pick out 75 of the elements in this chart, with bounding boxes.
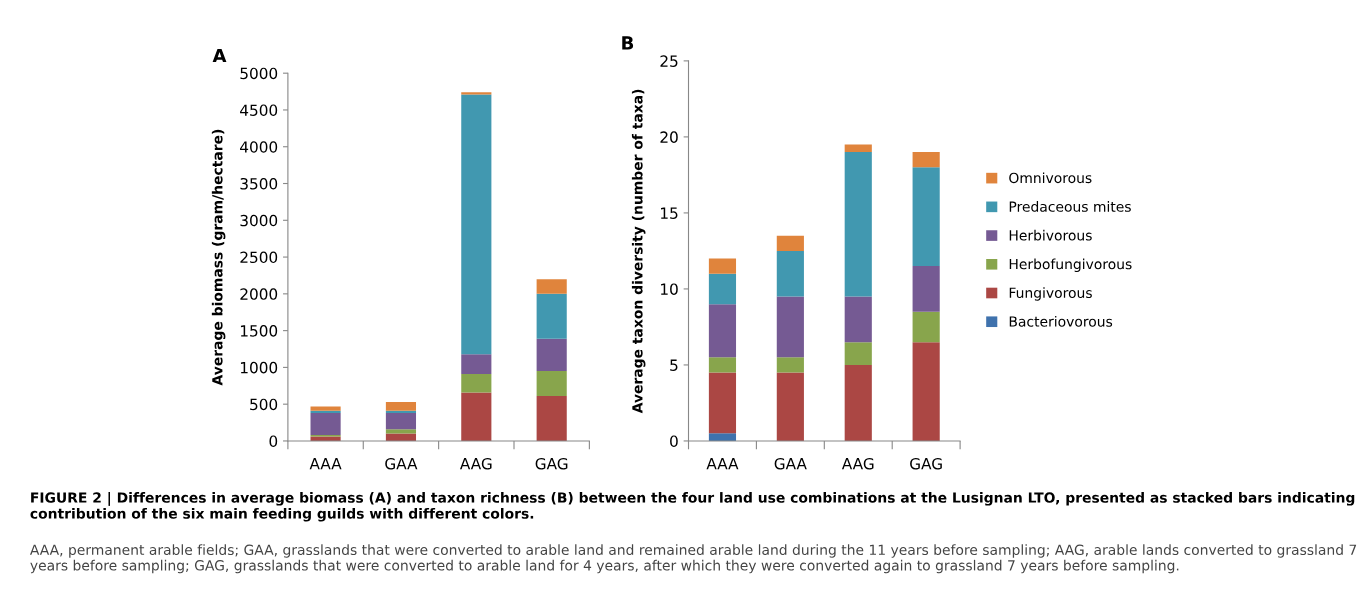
y-tick-label: 500 (250, 398, 278, 411)
bar (912, 167, 940, 267)
y-tick-label: 1000 (240, 361, 278, 374)
bar (844, 364, 872, 441)
y-tick-label: 4500 (240, 104, 278, 116)
y-tick-label: 5000 (240, 67, 278, 80)
bar (912, 152, 940, 168)
bar (310, 406, 341, 411)
y-tick-label: 4000 (240, 141, 278, 153)
x-tick-label: GAA (385, 457, 418, 470)
bar (536, 293, 567, 339)
bar (708, 304, 737, 358)
x-tick-label: GAG (910, 457, 942, 470)
bar (844, 152, 872, 297)
chart-title: A (212, 48, 227, 63)
x-tick-label: AAA (309, 458, 342, 470)
bar (776, 250, 804, 297)
y-axis-title: Average biomass (gram/hectare) (211, 129, 226, 386)
bar (536, 279, 567, 294)
y-tick-label: 10 (661, 283, 678, 295)
bar (461, 392, 492, 441)
y-tick-label: 1500 (240, 325, 278, 337)
bar (536, 396, 567, 441)
bar (912, 342, 940, 441)
legend-label: Bacteriovorous (1009, 316, 1113, 327)
legend-label: Herbofungivorous (1009, 258, 1132, 272)
y-tick-label: 5 (670, 359, 678, 371)
bar (912, 266, 940, 312)
bar (708, 258, 737, 274)
bar (776, 357, 804, 373)
legend-label: Fungivorous (1009, 287, 1092, 301)
y-tick-label: 2000 (240, 288, 278, 300)
bar (536, 371, 567, 397)
bar (461, 374, 492, 393)
y-tick-label: 25 (660, 55, 678, 67)
bar (708, 433, 737, 441)
y-axis-title: Average taxon diversity (number of taxa) (631, 89, 646, 414)
bar (776, 372, 804, 441)
y-tick-label: 3500 (240, 177, 278, 190)
x-tick-label: GAG (535, 457, 568, 470)
x-tick-label: AAG (841, 457, 874, 470)
bar (385, 401, 417, 411)
bar (461, 94, 492, 355)
bar (776, 235, 804, 251)
y-tick-label: 2500 (240, 251, 278, 264)
y-tick-label: 3000 (240, 214, 278, 227)
bar (912, 311, 940, 343)
bar (536, 338, 567, 372)
caption: FIGURE 2 | Differences in average biomass (A) and taxon richness (B) between the four land use combinations at the Lusignan LTO, presented as stacked bars indicating contribution of the six main feeding guilds with different colors. (30, 492, 1355, 522)
bar (708, 357, 737, 373)
y-tick-label: 0 (269, 435, 278, 447)
bar (310, 410, 341, 413)
bar (461, 92, 492, 95)
chart-title: B (622, 36, 634, 50)
bar (776, 296, 804, 358)
bar (385, 429, 417, 434)
bar (844, 342, 872, 365)
x-tick-label: AAA (706, 458, 739, 470)
bar (844, 296, 872, 343)
bar (385, 413, 417, 430)
legend-label: Predaceous mites (1009, 201, 1131, 212)
y-tick-label: 20 (660, 131, 678, 143)
legend-label: Omnivorous (1009, 172, 1092, 184)
legend-label: Herbivorous (1009, 229, 1092, 241)
y-tick-label: 0 (670, 435, 678, 447)
text: AAA, permanent arable fields; GAA, grasslands that were converted to arable land and remained arable land during the 11 years before sampling; AAG, arable lands converted to grassland 7 years before sampling; GAG, grasslands that were converted to arable land for 4 years, after which they were converted again to grassland 7 years before sampling. (29, 544, 1357, 574)
bar (708, 273, 737, 305)
bar (461, 354, 492, 375)
bar (310, 413, 341, 436)
bar (385, 410, 417, 413)
x-tick-label: AAG (459, 457, 492, 470)
bar (844, 144, 872, 153)
bar (708, 372, 737, 434)
x-tick-label: GAA (774, 457, 807, 470)
y-tick-label: 15 (661, 207, 678, 219)
